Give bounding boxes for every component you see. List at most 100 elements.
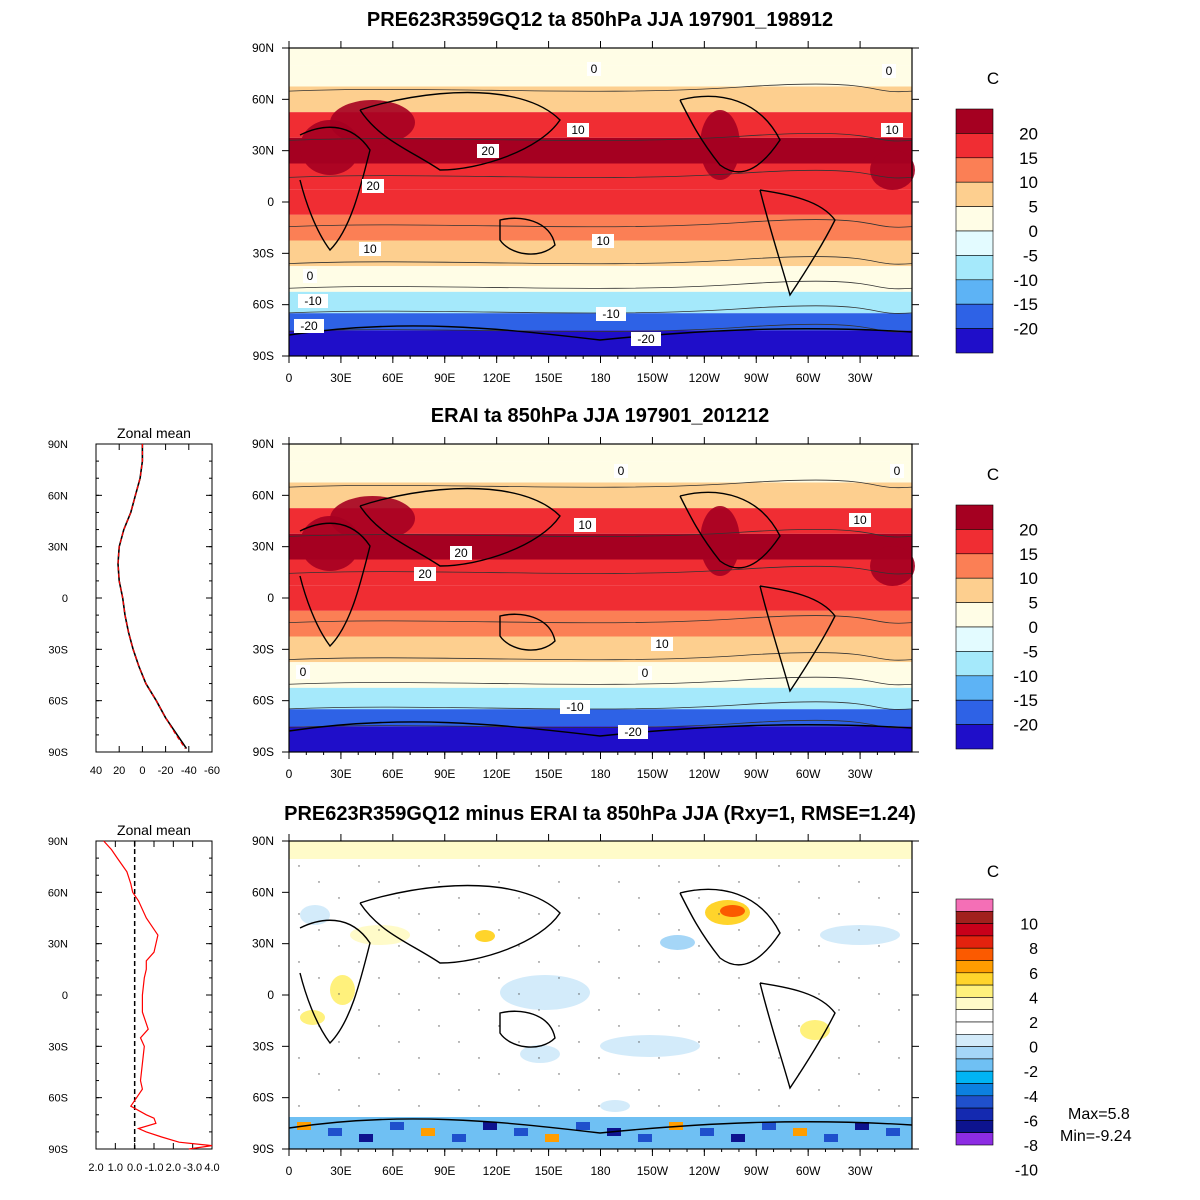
zonal-frame: [95, 443, 213, 753]
antarctic-cell: [731, 1134, 745, 1142]
significance-dot: [798, 977, 800, 979]
significance-dot: [338, 1041, 340, 1043]
lon-label: 30E: [330, 767, 351, 781]
coastlines-2: [288, 487, 913, 737]
colorbar-units: C: [987, 465, 999, 484]
colorbar-label: 5: [1029, 594, 1038, 613]
significance-dot: [678, 1073, 680, 1075]
significance-dot: [818, 945, 820, 947]
colorbar-swatch: [955, 1120, 994, 1134]
significance-dot: [438, 977, 440, 979]
isotherm-line: [288, 256, 913, 265]
difference-map: [289, 841, 912, 1149]
isotherm-line: [288, 280, 913, 290]
significance-dot: [578, 945, 580, 947]
colorbar-label: 6: [1029, 966, 1038, 983]
significance-dot: [838, 913, 840, 915]
antarctic-cell: [638, 1134, 652, 1142]
significance-dot: [858, 1025, 860, 1027]
colorbar-swatch: [955, 1058, 994, 1072]
contour-label-bg: [638, 666, 652, 680]
significance-dot: [678, 977, 680, 979]
contour-label-bg: [614, 464, 628, 478]
lat-label: 60S: [253, 298, 274, 312]
significance-dot: [358, 913, 360, 915]
contour-label-bg: [359, 242, 381, 256]
colorbar-units: C: [987, 69, 999, 88]
zonal-lat-label: 0: [62, 593, 68, 605]
significance-dot: [638, 1041, 640, 1043]
significance-dot: [658, 1105, 660, 1107]
lon-label: 90E: [434, 371, 455, 385]
significance-dot: [378, 929, 380, 931]
contour-label-bg: [882, 64, 896, 78]
significance-dot: [898, 1105, 900, 1107]
zonal-lat-label: 90S: [48, 747, 68, 759]
isotherm-line: [288, 83, 913, 93]
colorbar-swatch: [955, 577, 994, 603]
significance-dot: [538, 865, 540, 867]
lon-label: 30E: [330, 371, 351, 385]
significance-dot: [438, 1025, 440, 1027]
isotherm-line: [288, 479, 913, 489]
colorbar-label: 15: [1019, 545, 1038, 564]
antarctic-cell: [762, 1122, 776, 1130]
lat-label: 60N: [252, 488, 274, 502]
significance-dot: [538, 913, 540, 915]
significance-dot: [678, 929, 680, 931]
significance-dot: [338, 945, 340, 947]
lat-label: 0: [267, 591, 274, 605]
lon-label: 30E: [330, 1164, 351, 1178]
significance-dot: [858, 1073, 860, 1075]
temperature-band: [289, 48, 912, 66]
zonal-x-label: -20: [158, 765, 174, 777]
lat-label: 0: [267, 195, 274, 209]
lon-label: 90E: [434, 767, 455, 781]
zonal-x-label: 40: [90, 765, 102, 777]
contour-label-bg: [596, 307, 626, 321]
map-axes-2: 90N 60N 30N 0 30S 60S 90S 0 30E 60E 90E 120E 150E 180…: [252, 437, 919, 781]
coastline: [288, 1118, 913, 1134]
significance-dot: [538, 1009, 540, 1011]
contour-label: 10: [363, 242, 377, 256]
significance-dot: [438, 1073, 440, 1075]
lon-label: 150W: [637, 1164, 669, 1178]
zonal-x-label: -40: [181, 765, 197, 777]
difference-blob: [500, 975, 590, 1010]
contour-label-bg: [477, 144, 499, 158]
colorbar-label: 10: [1019, 569, 1038, 588]
temperature-band: [289, 585, 912, 611]
panel3-title: PRE623R359GQ12 minus ERAI ta 850hPa JJA …: [284, 803, 916, 825]
colorbar-label: 20: [1019, 520, 1038, 539]
colorbar-swatch: [955, 206, 994, 232]
difference-blob: [475, 930, 495, 942]
coastline: [499, 217, 556, 255]
colorbar-label: 2: [1029, 1015, 1038, 1032]
temperature-band: [289, 189, 912, 215]
colorbar-swatch: [955, 1083, 994, 1097]
significance-dot: [778, 1009, 780, 1011]
significance-dot: [478, 1105, 480, 1107]
lon-label: 30W: [848, 767, 873, 781]
significance-dot: [858, 929, 860, 931]
colorbar-label: -8: [1024, 1138, 1038, 1155]
antarctic-cell: [359, 1134, 373, 1142]
lat-label: 90S: [253, 349, 274, 363]
contour-label: 10: [578, 518, 592, 532]
significance-dot: [458, 945, 460, 947]
zonal-lat-label: 0: [62, 990, 68, 1002]
colorbar-swatch: [955, 910, 994, 924]
contour-label-bg: [414, 567, 436, 581]
coastline: [299, 919, 371, 1045]
contour-label: 20: [481, 144, 495, 158]
antarctic-cell: [483, 1122, 497, 1130]
lon-label: 150E: [535, 371, 563, 385]
lon-label: 30W: [848, 1164, 873, 1178]
coastline: [759, 982, 836, 1090]
significance-dot: [838, 1057, 840, 1059]
zonal-lat-label: 30N: [48, 542, 68, 554]
significance-dot: [818, 897, 820, 899]
coastline: [299, 126, 371, 252]
contour-label: 0: [618, 464, 625, 478]
